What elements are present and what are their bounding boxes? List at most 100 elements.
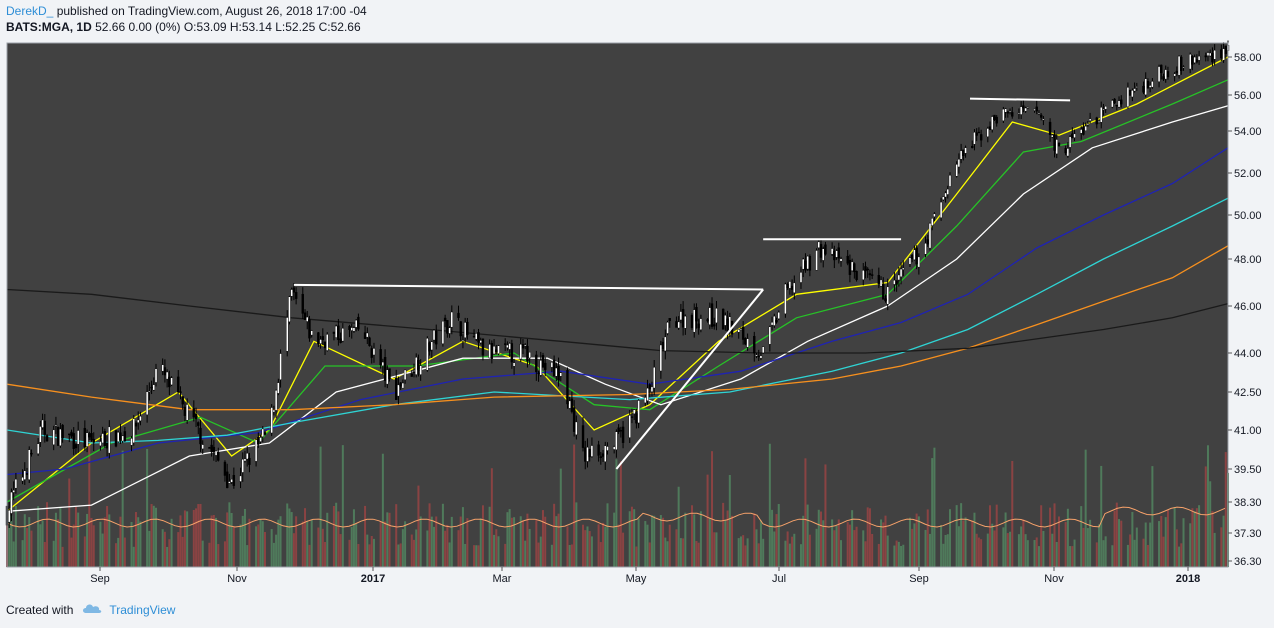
- volume-bar: [1086, 528, 1089, 567]
- volume-bar: [708, 518, 711, 567]
- volume-bar: [14, 505, 17, 567]
- candle-body: [225, 471, 229, 489]
- volume-bar: [1224, 452, 1227, 567]
- time-axis[interactable]: Sep Nov 2017 Mar May Jul Sep Nov 2018: [90, 567, 1200, 585]
- volume-bar: [570, 544, 573, 567]
- candle-body: [550, 362, 554, 368]
- candle-body: [1080, 129, 1083, 134]
- candle-body: [56, 427, 60, 446]
- candle-body: [201, 444, 204, 450]
- price-tick-label: 54.00: [1234, 126, 1262, 138]
- volume-bar: [1113, 510, 1116, 567]
- volume-bar: [223, 541, 226, 567]
- volume-bar: [413, 539, 415, 567]
- author-link[interactable]: DerekD_: [6, 4, 54, 18]
- candle-body: [675, 321, 678, 328]
- volume-bar: [582, 524, 585, 567]
- candle-body: [975, 132, 978, 136]
- candle-body: [899, 268, 903, 278]
- volume-bar: [1213, 532, 1216, 567]
- volume-bar: [773, 531, 776, 567]
- volume-bar: [279, 516, 282, 567]
- volume-bar: [1162, 536, 1165, 567]
- time-tick-label: Sep: [909, 573, 929, 585]
- candle-body: [510, 343, 514, 363]
- candle-body: [274, 390, 278, 411]
- publish-line: DerekD_ published on TradingView.com, Au…: [6, 3, 367, 19]
- candle-body: [988, 126, 992, 130]
- volume-bar: [866, 507, 869, 567]
- candle-body: [114, 430, 118, 447]
- volume-bar: [728, 474, 731, 567]
- volume-bar: [370, 535, 373, 567]
- candle-body: [1042, 118, 1045, 121]
- price-tick-label: 56.00: [1234, 90, 1262, 102]
- candle-body: [777, 312, 780, 319]
- volume-bar: [559, 468, 562, 567]
- plot-area[interactable]: [7, 43, 1228, 567]
- footer: Created with TradingView: [6, 601, 175, 618]
- volume-bar: [430, 516, 433, 567]
- volume-bar: [1166, 509, 1169, 567]
- volume-bar: [497, 536, 500, 567]
- candle-body: [519, 344, 522, 360]
- volume-bar: [971, 520, 974, 567]
- candle-body: [724, 315, 727, 326]
- volume-bar: [1104, 536, 1107, 567]
- candle-body: [508, 343, 511, 350]
- candle-body: [1220, 49, 1223, 59]
- candle-body: [1142, 85, 1145, 93]
- candle-body: [139, 415, 142, 422]
- candle-body: [181, 396, 184, 405]
- candle-body: [386, 369, 389, 385]
- candle-body: [43, 420, 47, 435]
- volume-bar: [693, 514, 696, 567]
- volume-bar: [650, 515, 653, 567]
- volume-bar: [900, 545, 903, 567]
- candle-body: [475, 333, 478, 340]
- volume-bar: [989, 505, 992, 567]
- volume-bar: [255, 526, 258, 567]
- volume-bar: [186, 511, 189, 567]
- volume-bar: [633, 509, 636, 567]
- volume-bar: [1204, 466, 1207, 567]
- volume-bar: [366, 534, 369, 567]
- candle-body: [163, 367, 167, 376]
- candle-body: [1173, 73, 1176, 77]
- volume-bar: [1069, 546, 1072, 567]
- candle-body: [1004, 108, 1007, 113]
- volume-bar: [977, 537, 980, 567]
- volume-bar: [537, 542, 540, 567]
- candle-body: [68, 433, 71, 436]
- candle-body: [646, 387, 649, 401]
- volume-bar: [1057, 516, 1060, 567]
- candle-body: [232, 475, 236, 486]
- candle-body: [604, 445, 607, 462]
- candle-body: [693, 309, 696, 333]
- candle-body: [601, 453, 605, 457]
- candle-body: [228, 481, 231, 484]
- candle-body: [557, 365, 560, 381]
- volume-bar: [824, 464, 827, 567]
- candle-body: [417, 360, 420, 371]
- volume-bar: [1131, 511, 1134, 567]
- volume-bar: [739, 536, 742, 567]
- price-axis[interactable]: 58.00 56.00 54.00 52.00 50.00 48.00 46.00 44.00…: [1228, 52, 1262, 568]
- volume-bar: [535, 520, 538, 567]
- candle-body: [217, 451, 220, 461]
- volume-bar: [148, 530, 151, 567]
- candle-body: [726, 318, 729, 332]
- volume-bar: [335, 502, 338, 567]
- candle-body: [105, 442, 109, 449]
- tradingview-brand-link[interactable]: TradingView: [109, 602, 176, 617]
- candle-body: [477, 332, 480, 343]
- volume-bar: [1037, 546, 1040, 567]
- candle-body: [277, 382, 280, 394]
- trendline: [615, 288, 764, 470]
- volume-bar: [150, 504, 153, 567]
- volume-bar: [675, 529, 678, 567]
- candle-body: [1197, 55, 1201, 61]
- candle-body: [430, 341, 433, 351]
- volume-bar: [117, 537, 120, 567]
